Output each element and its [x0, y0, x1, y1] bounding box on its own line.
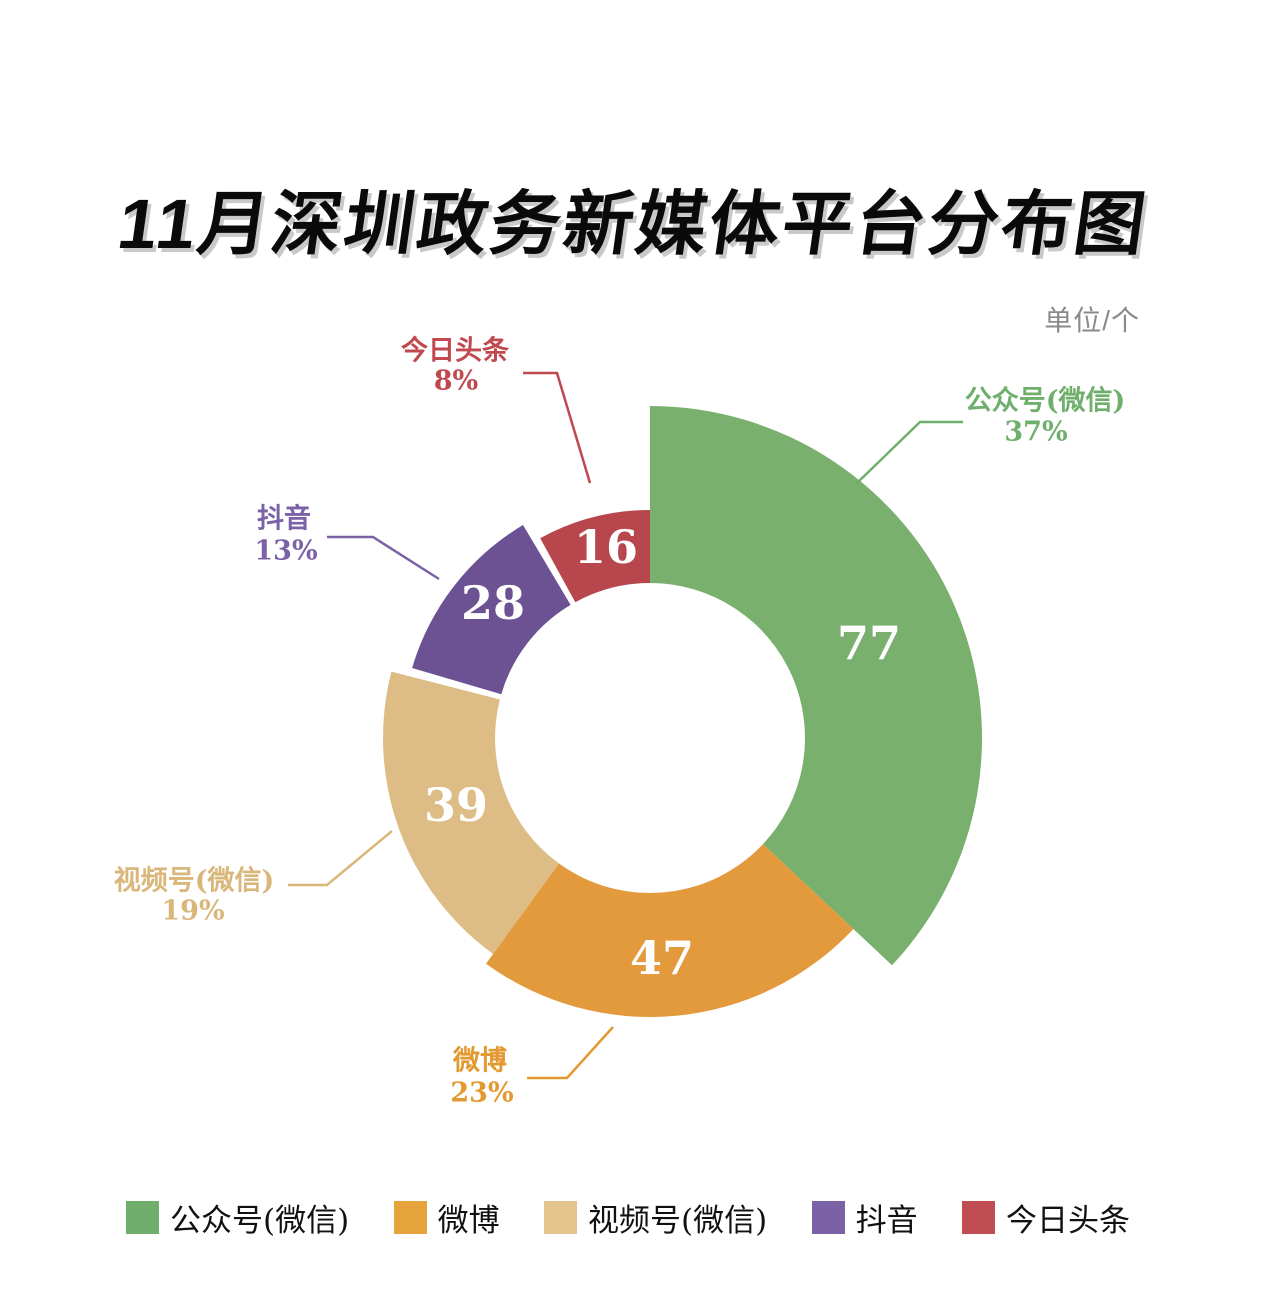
slice-0 [650, 406, 983, 966]
legend-label: 抖音 [855, 1202, 918, 1239]
slice-value-1: 47 [630, 931, 694, 985]
legend-item-0: 公众号(微信) [126, 1195, 349, 1240]
legend-swatch [543, 1200, 577, 1234]
slice-value-3: 28 [461, 576, 525, 630]
legend-swatch [961, 1200, 995, 1234]
slice-percent-3: 13% [254, 536, 317, 567]
slice-percent-1: 23% [450, 1078, 513, 1109]
slice-1 [486, 844, 854, 1018]
legend-item-4: 今日头条 [961, 1195, 1130, 1240]
slice-label-4: 今日头条 [401, 335, 510, 367]
legend-label: 今日头条 [1005, 1202, 1130, 1239]
slice-percent-4: 8% [434, 366, 478, 397]
legend-swatch [811, 1200, 845, 1234]
legend: 公众号(微信) 微博 视频号(微信) 抖音 今日头条 [126, 1195, 1130, 1240]
slice-value-2: 39 [424, 778, 488, 832]
legend-swatch [393, 1200, 427, 1234]
legend-label: 视频号(微信) [587, 1202, 768, 1239]
legend-label: 公众号(微信) [170, 1202, 350, 1239]
slice-2 [383, 671, 559, 954]
slice-label-2: 视频号(微信) [114, 866, 275, 897]
slice-label-3: 抖音 [257, 503, 311, 535]
slice-value-0: 77 [837, 616, 901, 670]
slice-label-1: 微博 [452, 1045, 507, 1077]
slice-percent-2: 19% [161, 896, 224, 927]
leader-line-0 [855, 420, 963, 485]
legend-item-1: 微博 [393, 1195, 500, 1240]
leader-line-4 [523, 371, 592, 484]
legend-item-2: 视频号(微信) [543, 1195, 768, 1240]
legend-item-3: 抖音 [811, 1195, 918, 1240]
slice-4 [540, 510, 650, 603]
slice-percent-0: 37% [1004, 417, 1067, 448]
legend-label: 微博 [437, 1202, 500, 1239]
slice-value-4: 16 [574, 520, 638, 574]
slice-3 [412, 525, 571, 695]
slice-label-0: 公众号(微信) [965, 386, 1126, 417]
leader-line-3 [327, 535, 440, 581]
legend-swatch [126, 1200, 159, 1234]
unit-label: 单位/个 [1044, 305, 1140, 336]
leader-line-1 [527, 1026, 614, 1080]
leader-line-2 [288, 830, 393, 887]
